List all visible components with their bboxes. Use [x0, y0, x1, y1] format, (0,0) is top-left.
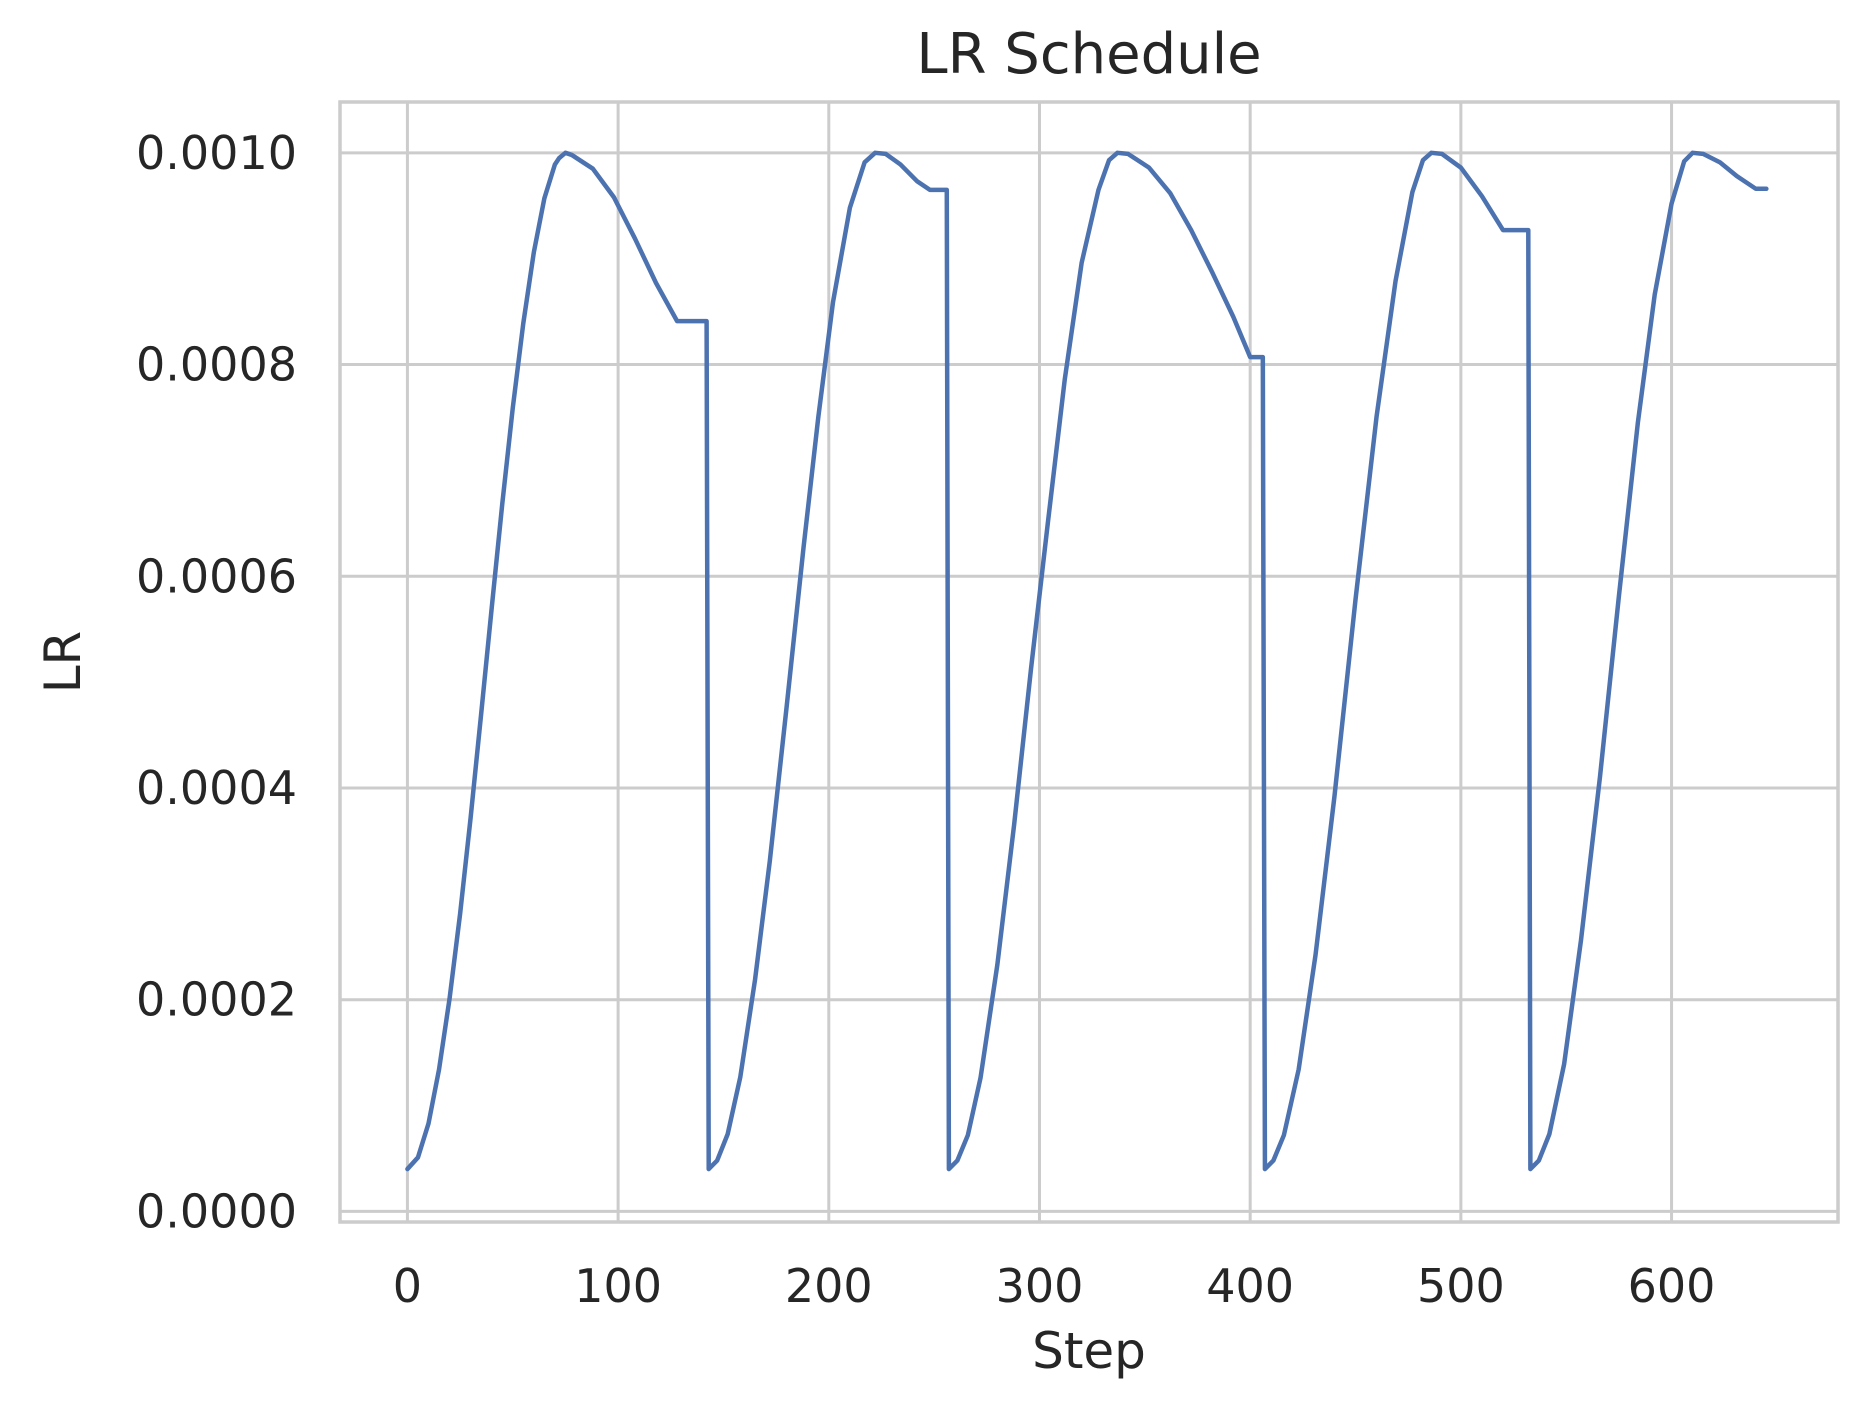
x-tick-label-500: 500	[1417, 1259, 1505, 1313]
x-tick-label-600: 600	[1628, 1259, 1716, 1313]
y-tick-label-0: 0.0000	[136, 1184, 297, 1238]
lr-series-line	[405, 150, 1769, 1172]
y-tick-label-3: 0.0006	[136, 549, 297, 603]
y-tick-label-2: 0.0004	[136, 761, 297, 815]
x-axis-label: Step	[1032, 1322, 1146, 1380]
y-axis-label: LR	[34, 631, 92, 694]
x-tick-label-0: 0	[393, 1259, 422, 1313]
y-tick-label-5: 0.0010	[136, 126, 297, 180]
y-tick-label-4: 0.0008	[136, 338, 297, 392]
y-tick-label-1: 0.0002	[136, 973, 297, 1027]
x-tick-label-200: 200	[785, 1259, 873, 1313]
x-tick-label-300: 300	[996, 1259, 1084, 1313]
x-tick-label-100: 100	[574, 1259, 662, 1313]
chart-title: LR Schedule	[916, 22, 1261, 87]
plot-frame	[338, 100, 1840, 1224]
x-tick-label-400: 400	[1206, 1259, 1294, 1313]
